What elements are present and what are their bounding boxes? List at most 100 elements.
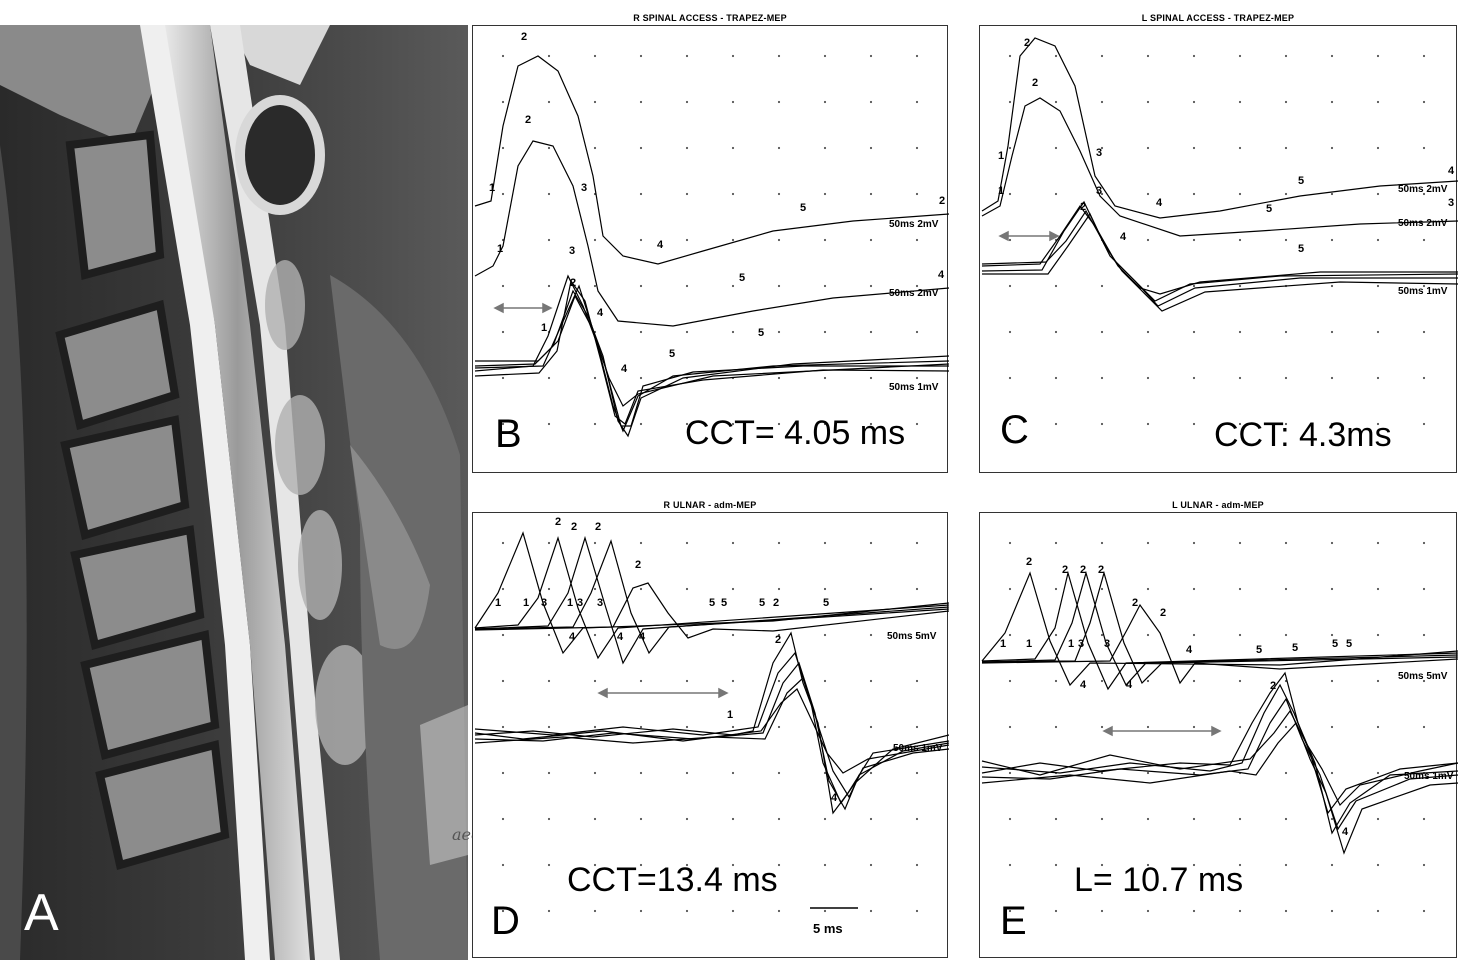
grid-dot — [823, 679, 827, 683]
grid-dot — [1238, 909, 1242, 913]
svg-text:4: 4 — [569, 631, 576, 643]
grid-dot — [1284, 422, 1288, 426]
grid-dot — [501, 725, 505, 729]
grid-dot — [777, 146, 781, 150]
grid-dot — [823, 633, 827, 637]
grid-dot — [501, 422, 505, 426]
grid-dot — [1238, 284, 1242, 288]
grid-dot — [685, 54, 689, 58]
grid-dot — [915, 100, 919, 104]
grid-dot — [1422, 284, 1426, 288]
grid-dot — [731, 633, 735, 637]
grid-dot — [1146, 422, 1150, 426]
grid-dot — [1330, 725, 1334, 729]
panel-c-letter: C — [1000, 408, 1029, 452]
grid-dot — [1146, 376, 1150, 380]
svg-text:4: 4 — [617, 631, 624, 643]
grid-dot — [869, 422, 873, 426]
grid-dot — [1284, 330, 1288, 334]
grid-dot — [1422, 587, 1426, 591]
grid-dot — [823, 284, 827, 288]
grid-dot — [823, 330, 827, 334]
grid-dot — [731, 863, 735, 867]
grid-dot — [823, 422, 827, 426]
grid-dot — [501, 284, 505, 288]
grid-dot — [823, 238, 827, 242]
grid-dot — [1330, 54, 1334, 58]
svg-text:1: 1 — [523, 597, 529, 609]
grid-dot — [501, 817, 505, 821]
grid-dot — [1146, 284, 1150, 288]
svg-text:4: 4 — [639, 631, 646, 643]
panel-e-grid — [1008, 541, 1426, 913]
grid-dot — [1146, 725, 1150, 729]
grid-dot — [501, 146, 505, 150]
grid-dot — [1330, 541, 1334, 545]
panel-d-trace-label-upper: 50ms 5mV — [887, 631, 937, 642]
grid-dot — [639, 725, 643, 729]
panel-b-trace-label-mid: 50ms 2mV — [889, 288, 939, 299]
grid-dot — [869, 771, 873, 775]
grid-dot — [1192, 679, 1196, 683]
grid-dot — [1422, 817, 1426, 821]
grid-dot — [777, 100, 781, 104]
grid-dot — [1192, 771, 1196, 775]
grid-dot — [1008, 817, 1012, 821]
grid-dot — [639, 376, 643, 380]
grid-dot — [593, 376, 597, 380]
grid-dot — [1330, 863, 1334, 867]
grid-dot — [1330, 284, 1334, 288]
grid-dot — [1008, 284, 1012, 288]
grid-dot — [915, 330, 919, 334]
svg-text:2: 2 — [1024, 37, 1030, 49]
grid-dot — [823, 909, 827, 913]
grid-dot — [1100, 422, 1104, 426]
grid-dot — [1376, 100, 1380, 104]
grid-dot — [1284, 771, 1288, 775]
grid-dot — [547, 54, 551, 58]
svg-text:5: 5 — [709, 597, 715, 609]
grid-dot — [501, 100, 505, 104]
grid-dot — [1376, 771, 1380, 775]
grid-dot — [777, 863, 781, 867]
grid-dot — [1376, 284, 1380, 288]
svg-text:4: 4 — [597, 307, 604, 319]
grid-dot — [869, 146, 873, 150]
svg-text:3: 3 — [569, 245, 575, 257]
grid-dot — [685, 100, 689, 104]
grid-dot — [1008, 679, 1012, 683]
svg-text:4: 4 — [1120, 231, 1127, 243]
grid-dot — [1146, 192, 1150, 196]
mri-image: A — [0, 25, 468, 960]
grid-dot — [501, 771, 505, 775]
grid-dot — [639, 817, 643, 821]
svg-text:2: 2 — [635, 559, 641, 571]
svg-text:2: 2 — [525, 114, 531, 126]
grid-dot — [1376, 587, 1380, 591]
panel-e-latency-arrow — [1102, 725, 1222, 737]
svg-text:3: 3 — [1096, 147, 1102, 159]
svg-text:2: 2 — [1062, 564, 1068, 576]
grid-dot — [1330, 192, 1334, 196]
grid-dot — [685, 909, 689, 913]
grid-dot — [823, 817, 827, 821]
svg-text:3: 3 — [1448, 197, 1454, 209]
grid-dot — [1330, 422, 1334, 426]
grid-dot — [869, 679, 873, 683]
grid-dot — [1330, 238, 1334, 242]
grid-dot — [639, 587, 643, 591]
grid-dot — [1054, 725, 1058, 729]
grid-dot — [777, 284, 781, 288]
svg-text:4: 4 — [938, 269, 945, 281]
svg-text:2: 2 — [571, 521, 577, 533]
svg-text:2: 2 — [555, 516, 561, 528]
grid-dot — [1008, 725, 1012, 729]
grid-dot — [1376, 817, 1380, 821]
grid-dot — [1284, 863, 1288, 867]
grid-dot — [1146, 587, 1150, 591]
grid-dot — [731, 587, 735, 591]
grid-dot — [869, 284, 873, 288]
svg-text:5: 5 — [1292, 642, 1298, 654]
grid-dot — [593, 54, 597, 58]
